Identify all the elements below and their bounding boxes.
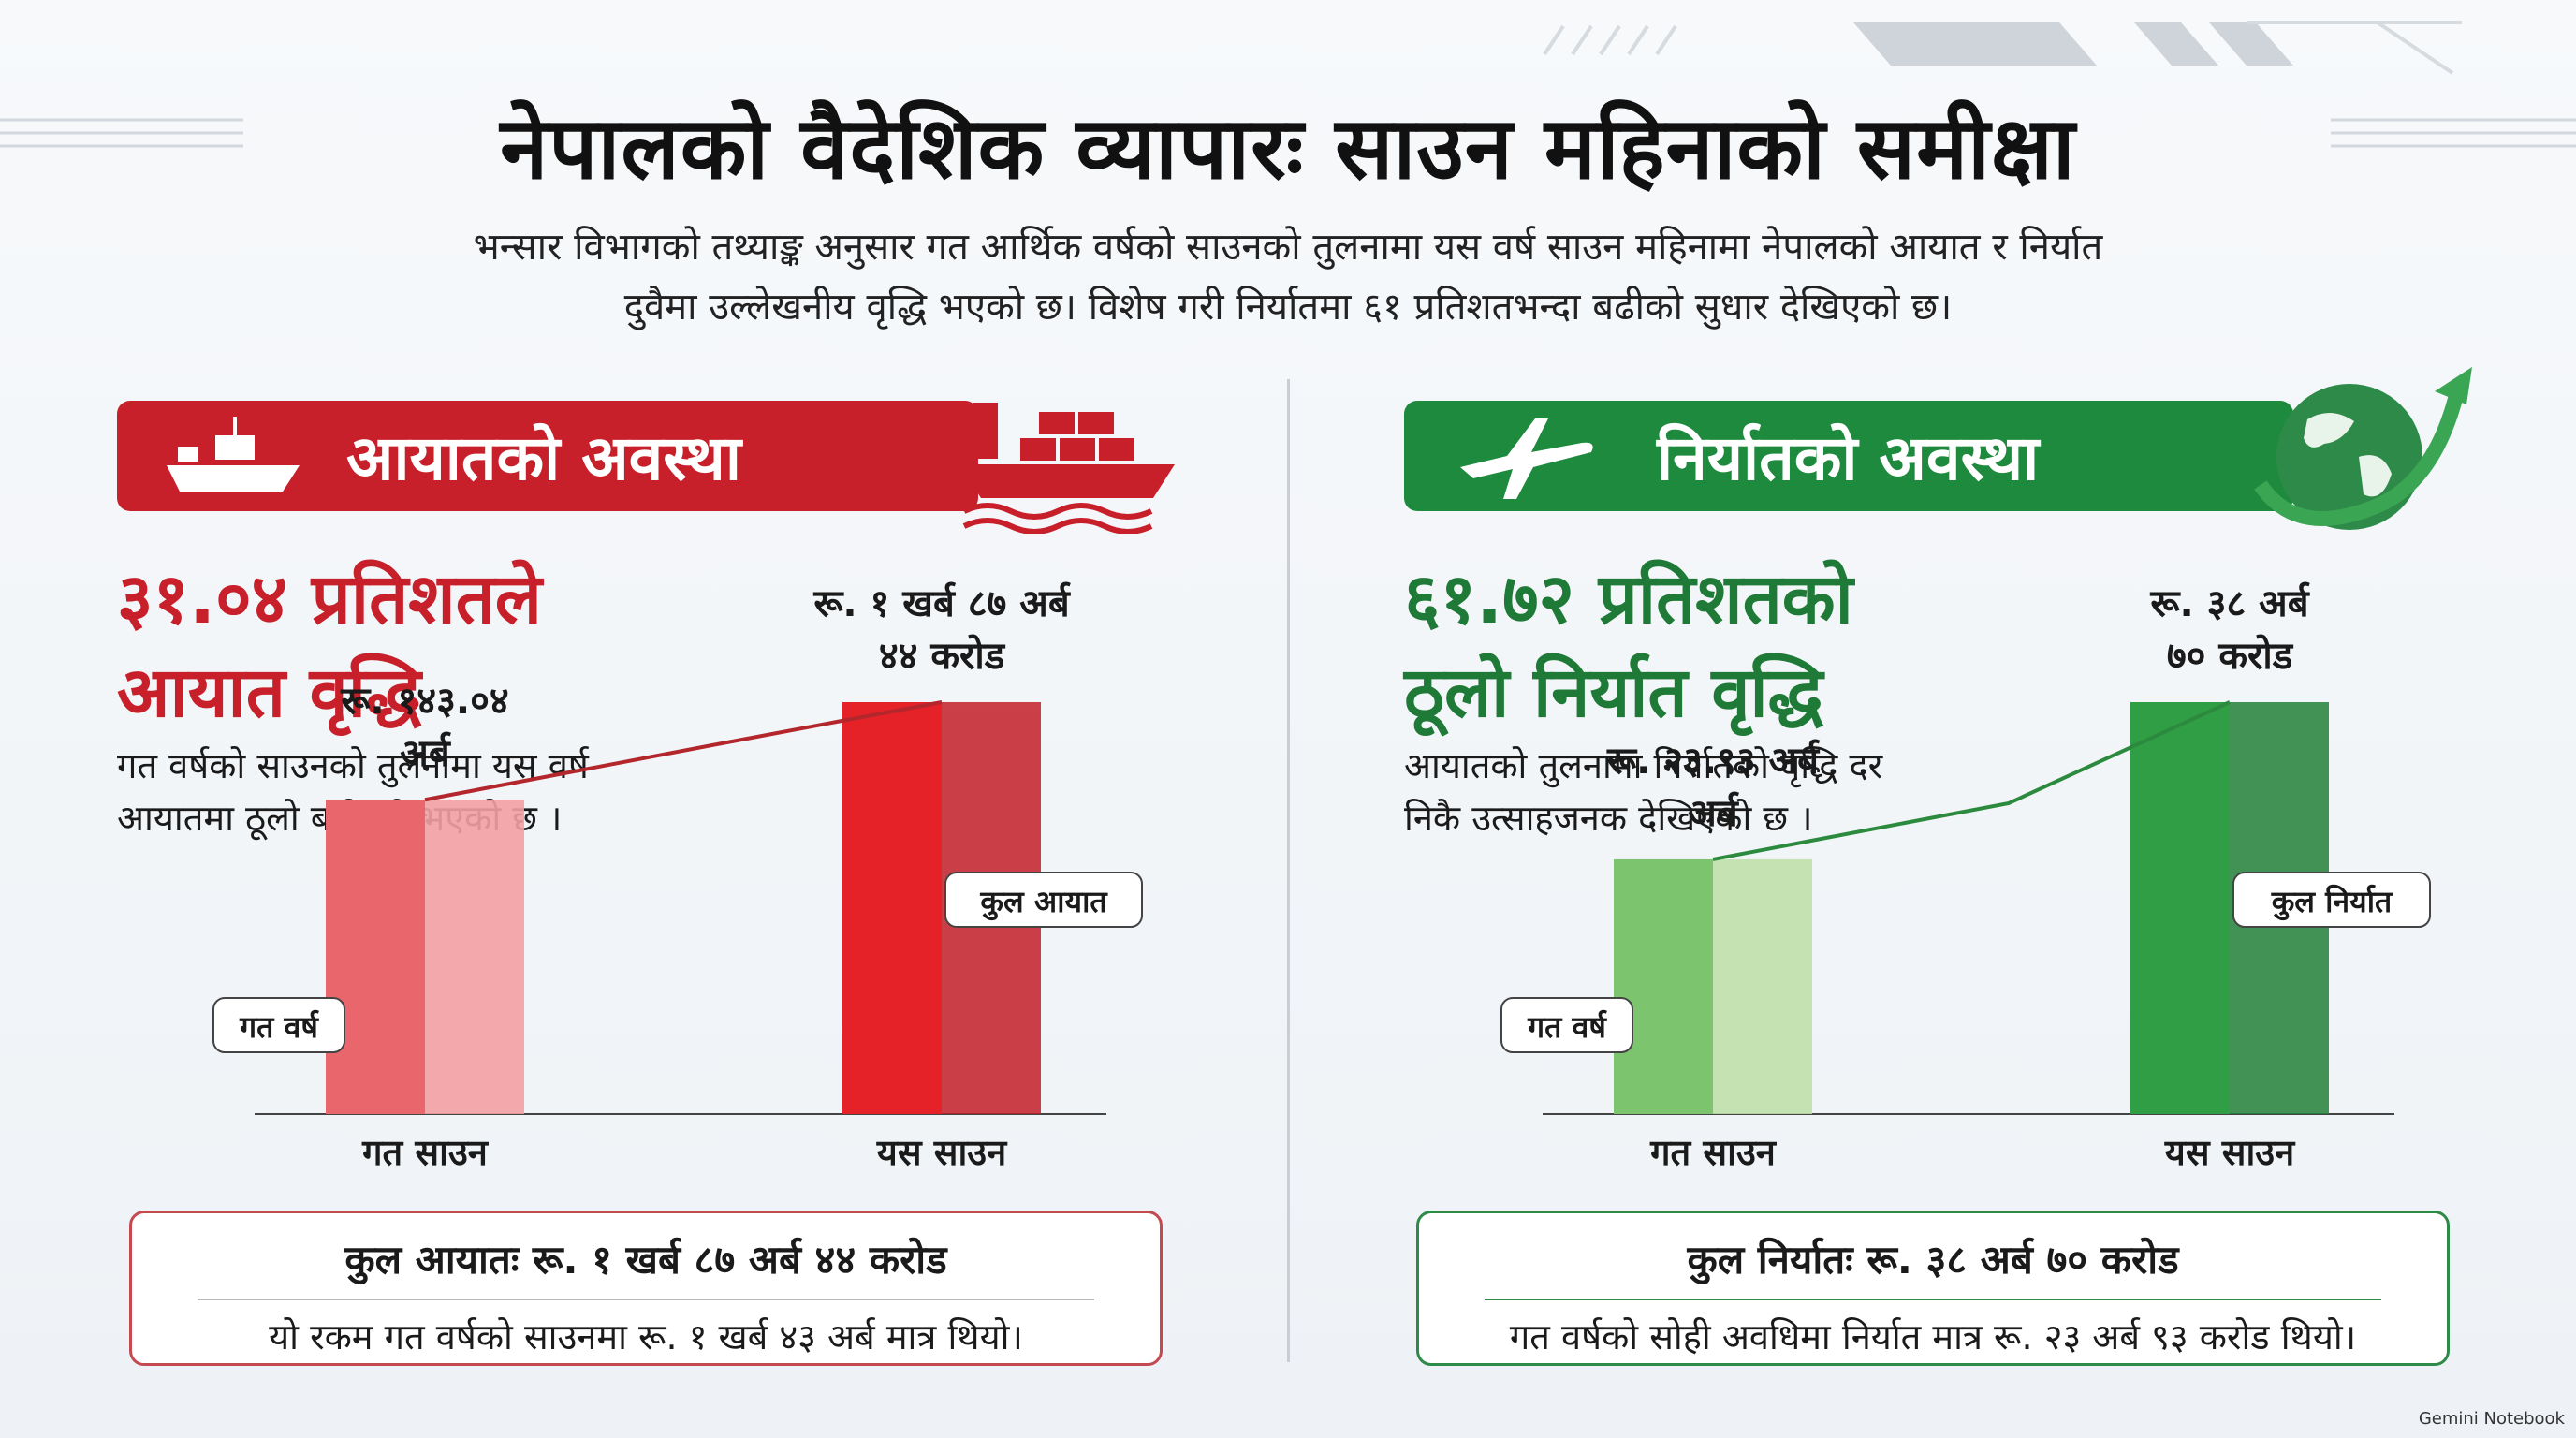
export-banner-label: निर्यातको अवस्था bbox=[1657, 422, 2040, 494]
export-headline-line-1: ६१.७२ प्रतिशतको bbox=[1404, 559, 1853, 639]
import-callout-1-text: कुल आयात bbox=[979, 884, 1108, 921]
export-callout-1-box bbox=[2232, 872, 2431, 928]
globe-arrow-icon bbox=[2254, 367, 2472, 530]
import-category-label-0: गत साउन bbox=[361, 1132, 490, 1173]
subtitle-line-1: भन्सार विभागको तथ्याङ्क अनुसार गत आर्थिक… bbox=[473, 226, 2103, 269]
export-summary-main: कुल निर्यातः रू. ३८ अर्ब ७० करोड bbox=[1687, 1237, 2179, 1283]
import-trend-line bbox=[424, 700, 943, 802]
import-value-label-0-1: अर्ब bbox=[400, 731, 452, 775]
export-value-label-1-0: रू. ३८ अर्ब bbox=[2149, 581, 2310, 625]
export-value-label-1-1: ७० करोड bbox=[2167, 634, 2294, 678]
import-value-label-1-1: ४४ करोड bbox=[879, 634, 1006, 678]
export-banner: निर्यातको अवस्था bbox=[1404, 401, 2293, 511]
export-value-label-0-0: रू. २३.९३ अर्ब bbox=[1606, 739, 1821, 783]
export-category-label-1: यस साउन bbox=[2164, 1132, 2296, 1173]
center-divider bbox=[1287, 379, 1290, 1362]
export-callout-0-text: गत वर्ष bbox=[1527, 1009, 1607, 1045]
export-callout-0-box bbox=[1500, 997, 1633, 1053]
export-summary-sub: गत वर्षको सोही अवधिमा निर्यात मात्र रू. … bbox=[1509, 1316, 2357, 1357]
import-summary-main: कुल आयातः रू. १ खर्ब ८७ अर्ब ४४ करोड bbox=[344, 1237, 947, 1283]
export-description: आयातको तुलनामा निर्यातको वृद्धि दर निकै … bbox=[1404, 740, 2003, 844]
export-trend-line bbox=[1712, 700, 2231, 861]
import-bar-0-shade bbox=[425, 800, 524, 1114]
cargo-ship-icon bbox=[167, 417, 300, 492]
import-summary-box: कुल आयातः रू. १ खर्ब ८७ अर्ब ४४ करोड यो … bbox=[129, 1211, 1163, 1366]
top-right-decoration bbox=[1543, 21, 2462, 75]
header-decoration bbox=[0, 118, 2576, 148]
import-callout-0-text: गत वर्ष bbox=[239, 1009, 319, 1045]
export-summary-box: कुल निर्यातः रू. ३८ अर्ब ७० करोड गत वर्ष… bbox=[1416, 1211, 2450, 1366]
export-headline-line-2: ठूलो निर्यात वृद्धि bbox=[1404, 653, 1823, 733]
watermark: Gemini Notebook bbox=[2418, 1409, 2565, 1429]
import-headline: ३१.०४ प्रतिशतले आयात वृद्धि bbox=[117, 552, 772, 740]
import-banner-label: आयातको अवस्था bbox=[346, 422, 741, 494]
export-category-label-0: गत साउन bbox=[1649, 1132, 1778, 1173]
page-title: नेपालको वैदेशिक व्यापारः साउन महिनाको सम… bbox=[500, 98, 2076, 198]
import-summary-rule bbox=[198, 1299, 1094, 1300]
export-headline: ६१.७२ प्रतिशतको ठूलो निर्यात वृद्धि bbox=[1404, 552, 2059, 740]
subtitle-line-2: दुवैमा उल्लेखनीय वृद्धि भएको छ। विशेष गर… bbox=[623, 286, 1953, 329]
export-description-line-1: आयातको तुलनामा निर्यातको वृद्धि दर bbox=[1404, 745, 1883, 786]
export-callout-1-text: कुल निर्यात bbox=[2271, 884, 2393, 921]
large-ship-icon bbox=[959, 403, 1175, 534]
export-bar-1 bbox=[2130, 702, 2230, 1114]
import-bar-0 bbox=[326, 800, 425, 1114]
export-value-label-0-1: अर्ब bbox=[1688, 791, 1740, 835]
airplane-icon bbox=[1460, 418, 1593, 499]
import-summary-sub: यो रकम गत वर्षको साउनमा रू. १ खर्ब ४३ अर… bbox=[269, 1316, 1023, 1357]
import-description-line-1: गत वर्षको साउनको तुलनामा यस वर्ष bbox=[117, 745, 589, 786]
import-value-label-0-0: रू. १४३.०४ bbox=[340, 680, 508, 723]
export-summary-rule bbox=[1485, 1299, 2381, 1300]
import-banner: आयातको अवस्था bbox=[117, 401, 978, 511]
import-headline-line-2: आयात वृद्धि bbox=[117, 653, 422, 733]
export-description-line-2: निकै उत्साहजनक देखिएको छ । bbox=[1404, 798, 1813, 839]
page-subtitle: भन्सार विभागको तथ्याङ्क अनुसार गत आर्थिक… bbox=[281, 217, 2295, 337]
export-bar-0-shade bbox=[1713, 858, 1812, 1114]
import-value-label-1-0: रू. १ खर्ब ८७ अर्ब bbox=[812, 581, 1071, 625]
import-category-label-1: यस साउन bbox=[876, 1132, 1008, 1173]
export-bar-0 bbox=[1614, 858, 1713, 1114]
import-callout-0-box bbox=[212, 997, 345, 1053]
import-callout-1-box bbox=[944, 872, 1143, 928]
import-headline-line-1: ३१.०४ प्रतिशतले bbox=[117, 559, 542, 639]
import-bar-1 bbox=[842, 702, 942, 1114]
